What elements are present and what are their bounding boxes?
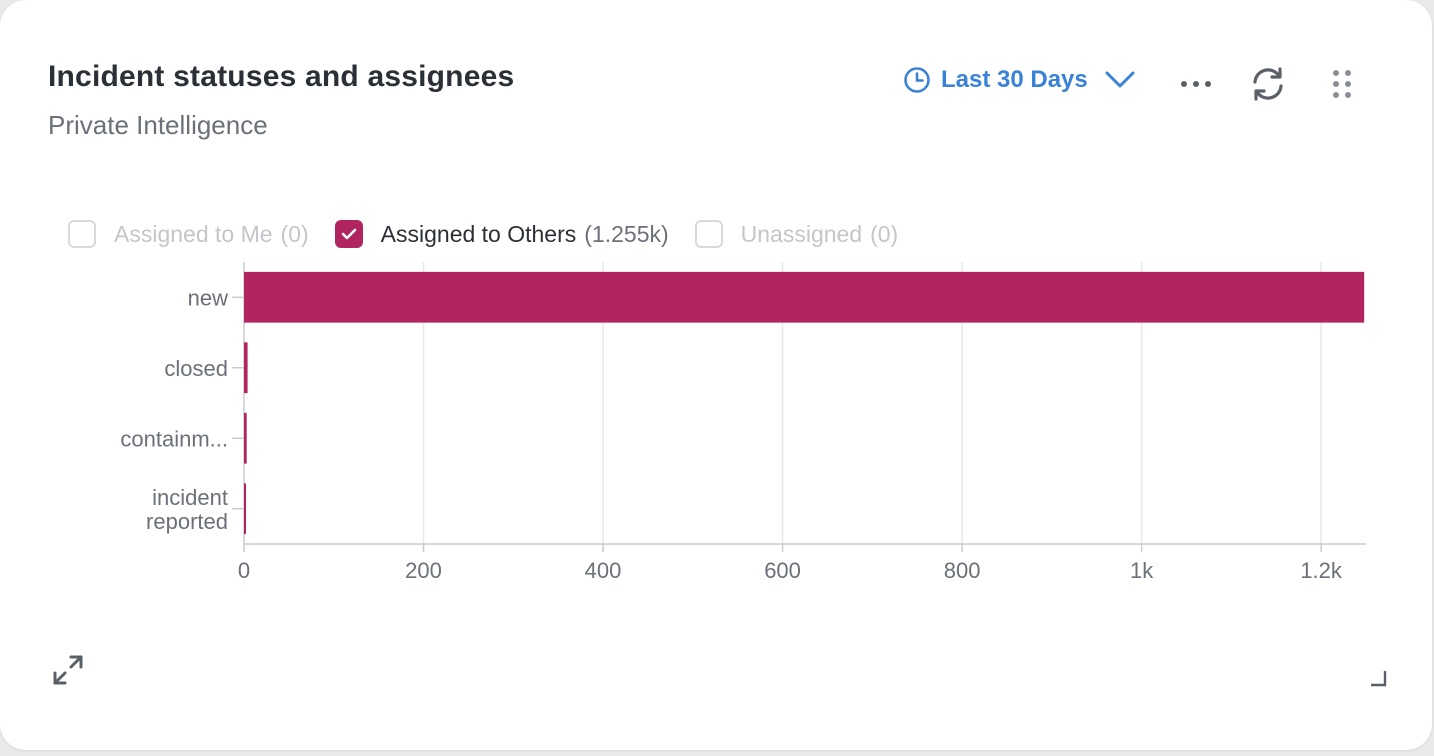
check-icon [341, 228, 356, 240]
time-range-dropdown[interactable]: Last 30 Days [903, 66, 1136, 94]
y-category-label: containm... [120, 426, 228, 451]
widget-title: Incident statuses and assignees [48, 60, 515, 93]
legend-label: Unassigned [740, 220, 863, 247]
bar-chart: 0 200 400 600 800 1k 1.2k new closed containm... i… [120, 262, 1366, 583]
y-category-label: reported [146, 509, 228, 534]
legend-label: Assigned to Me [114, 220, 273, 247]
y-category-label: new [188, 285, 228, 310]
widget-subtitle: Private Intelligence [48, 110, 268, 140]
legend-item-assigned-to-me[interactable]: Assigned to Me (0) [68, 220, 309, 248]
x-tick-label: 1k [1130, 558, 1154, 583]
x-tick-label: 800 [944, 558, 981, 583]
legend-count: (1.255k) [584, 220, 669, 247]
drag-handle-icon[interactable] [1330, 68, 1354, 105]
legend-checkbox[interactable] [334, 220, 363, 248]
x-tick-label: 0 [238, 558, 250, 583]
x-tick-label: 200 [405, 558, 442, 583]
expand-icon[interactable] [52, 654, 84, 691]
y-category-label: incident [152, 485, 228, 510]
x-tick-label: 400 [585, 558, 622, 583]
y-category-label: closed [164, 356, 228, 381]
more-horizontal-icon[interactable] [1180, 74, 1212, 99]
legend-count: (0) [280, 220, 309, 247]
time-range-label: Last 30 Days [941, 66, 1088, 93]
clock-icon [903, 66, 931, 94]
bar [244, 412, 247, 464]
legend-label: Assigned to Others [380, 220, 577, 247]
bar [244, 483, 246, 535]
bar [244, 342, 248, 394]
legend-checkbox[interactable] [694, 220, 723, 248]
x-tick-label: 1.2k [1300, 558, 1343, 583]
bar [244, 271, 1365, 323]
resize-corner-icon[interactable] [1368, 668, 1388, 693]
chart-legend: Assigned to Me (0) Assigned to Others (1… [68, 220, 924, 248]
legend-count: (0) [870, 220, 899, 247]
legend-item-unassigned[interactable]: Unassigned (0) [694, 220, 899, 248]
legend-checkbox[interactable] [68, 220, 96, 248]
legend-item-assigned-to-others[interactable]: Assigned to Others (1.255k) [334, 220, 669, 248]
x-tick-label: 600 [764, 558, 801, 583]
refresh-icon[interactable] [1250, 66, 1286, 107]
chevron-down-icon [1104, 70, 1136, 90]
